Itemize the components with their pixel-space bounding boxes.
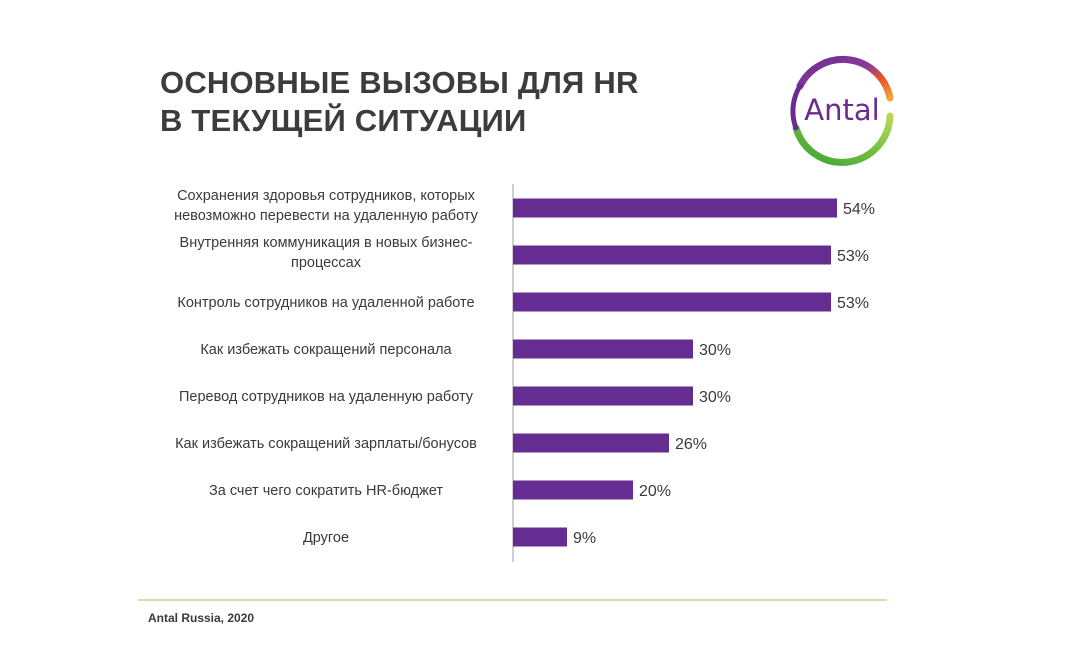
category-label-line: невозможно перевести на удаленную работу (174, 208, 479, 224)
bar (513, 386, 693, 406)
category-label-line: Другое (303, 530, 349, 546)
category-label-line: За счет чего сократить HR-бюджет (209, 483, 443, 499)
category-label: Контроль сотрудников на удаленной работе (177, 295, 474, 311)
category-label: Как избежать сокращений персонала (200, 342, 452, 358)
category-label: Как избежать сокращений зарплаты/бонусов (175, 436, 477, 452)
category-label: Сохранения здоровья сотрудников, которых… (174, 188, 479, 224)
source-note: Antal Russia, 2020 (148, 611, 255, 625)
bar (513, 198, 837, 218)
bar-value-label: 30% (699, 342, 731, 359)
category-label-line: Контроль сотрудников на удаленной работе (177, 295, 474, 311)
logo-text: Antal (804, 93, 879, 127)
bar-value-label: 26% (675, 436, 707, 453)
category-label: Внутренняя коммуникация в новых бизнес-п… (180, 235, 473, 271)
antal-logo: Antal (788, 55, 894, 166)
chart-title: ОСНОВНЫЕ ВЫЗОВЫ ДЛЯ HR В ТЕКУЩЕЙ СИТУАЦИ… (160, 64, 639, 140)
category-label: Перевод сотрудников на удаленную работу (179, 389, 474, 405)
category-label-line: Сохранения здоровья сотрудников, которых (177, 188, 476, 204)
bar (513, 480, 633, 500)
bar-value-label: 54% (843, 201, 875, 218)
bar (513, 292, 831, 312)
category-label-line: Перевод сотрудников на удаленную работу (179, 389, 474, 405)
bar (513, 527, 567, 547)
bar-value-label: 20% (639, 483, 671, 500)
category-label-line: Внутренняя коммуникация в новых бизнес- (180, 235, 473, 251)
chart-title-line-1: ОСНОВНЫЕ ВЫЗОВЫ ДЛЯ HR (160, 65, 639, 100)
category-label-line: процессах (291, 255, 362, 271)
footer-divider (138, 599, 887, 601)
bar (513, 433, 669, 453)
category-label-line: Как избежать сокращений зарплаты/бонусов (175, 436, 477, 452)
chart-title-line-2: В ТЕКУЩЕЙ СИТУАЦИИ (160, 103, 527, 138)
bar (513, 245, 831, 265)
category-label: Другое (303, 530, 349, 546)
bar-value-label: 53% (837, 248, 869, 265)
bars-group: 54% Сохранения здоровья сотрудников, кото… (174, 188, 875, 547)
bar-value-label: 30% (699, 389, 731, 406)
bar-value-label: 9% (573, 530, 596, 547)
category-label-line: Как избежать сокращений персонала (200, 342, 452, 358)
category-label: За счет чего сократить HR-бюджет (209, 483, 443, 499)
bar (513, 339, 693, 359)
bar-value-label: 53% (837, 295, 869, 312)
